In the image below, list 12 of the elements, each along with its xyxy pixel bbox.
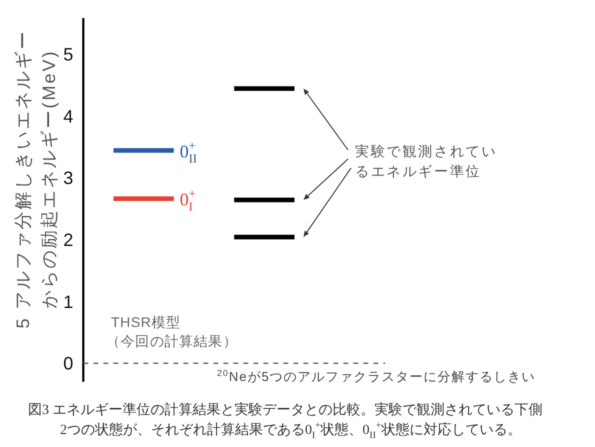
annotation: 実験で観測されているエネルギー準位 <box>355 143 498 179</box>
y-tick-label: 5 <box>63 44 74 64</box>
ref-line-label: $^{20}$Neが5つのアルファクラスターに分解するしきい <box>217 368 536 384</box>
annotation: THSR模型 <box>111 314 181 330</box>
y-tick-label: 3 <box>63 168 74 188</box>
y-tick-label: 1 <box>63 292 74 312</box>
annotation: （今回の計算結果） <box>106 333 238 349</box>
y-tick-label: 2 <box>63 230 74 250</box>
y-tick-label: 4 <box>63 106 74 126</box>
y-axis-title: 5 アルファ分解しきいエネルギーからの励起エネルギー(MeV) <box>13 29 59 329</box>
y-tick-label: 0 <box>63 354 74 374</box>
caption: 図3 エネルギー準位の計算結果と実験データとの比較。実験で観測されている下側2つの状態が、それぞれ計算結果である0$_{I}$$^{+}$状態、0$_{II}$$^{+}$状態に対応している。 <box>28 402 542 441</box>
